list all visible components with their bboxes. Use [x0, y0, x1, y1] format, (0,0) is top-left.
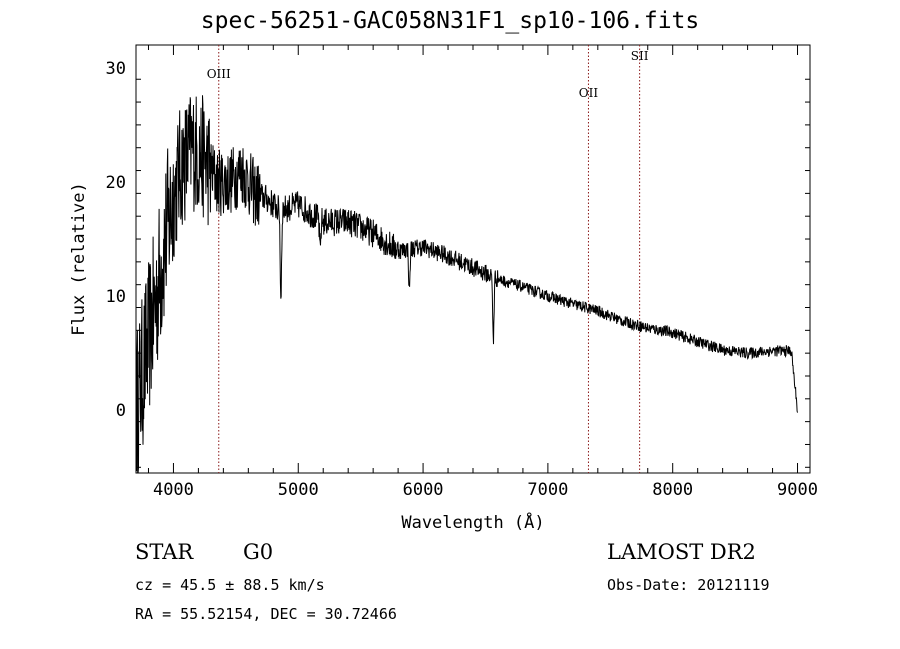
survey-label: LAMOST DR2: [607, 540, 756, 564]
y-tick-label: 10: [106, 287, 126, 307]
y-tick-label: 30: [106, 59, 126, 79]
x-tick-label: 7000: [527, 480, 568, 500]
axes: 4000 5000 6000 7000 8000 9000 0 10 20 30 Wavelengt…: [69, 44, 818, 533]
line-label-sii: SII: [631, 49, 649, 63]
plot-frame: [135, 44, 811, 474]
coords-label: RA = 55.52154, DEC = 30.72466: [135, 605, 397, 623]
spectrum-series: [136, 95, 798, 474]
x-tick-label: 8000: [652, 480, 693, 500]
class-label: STAR: [135, 540, 194, 564]
x-tick-label: 6000: [403, 480, 444, 500]
x-tick-label: 9000: [777, 480, 818, 500]
y-tick-label: 20: [106, 173, 126, 193]
spectrum-line: [136, 95, 798, 474]
emission-line-markers: OIII OII SII: [207, 45, 649, 473]
line-label-oii: OII: [579, 86, 599, 100]
obs-date-label: Obs-Date: 20121119: [607, 576, 770, 594]
y-axis-label: Flux (relative): [69, 182, 89, 336]
redshift-label: cz = 45.5 ± 88.5 km/s: [135, 576, 325, 594]
chart-title: spec-56251-GAC058N31F1_sp10-106.fits: [200, 8, 700, 34]
x-tick-label: 4000: [153, 480, 194, 500]
x-axis-label: Wavelength (Å): [401, 511, 544, 533]
subclass-label: G0: [243, 540, 274, 564]
line-label-oiii: OIII: [207, 67, 231, 81]
y-tick-label: 0: [116, 401, 126, 421]
x-tick-label: 5000: [278, 480, 319, 500]
